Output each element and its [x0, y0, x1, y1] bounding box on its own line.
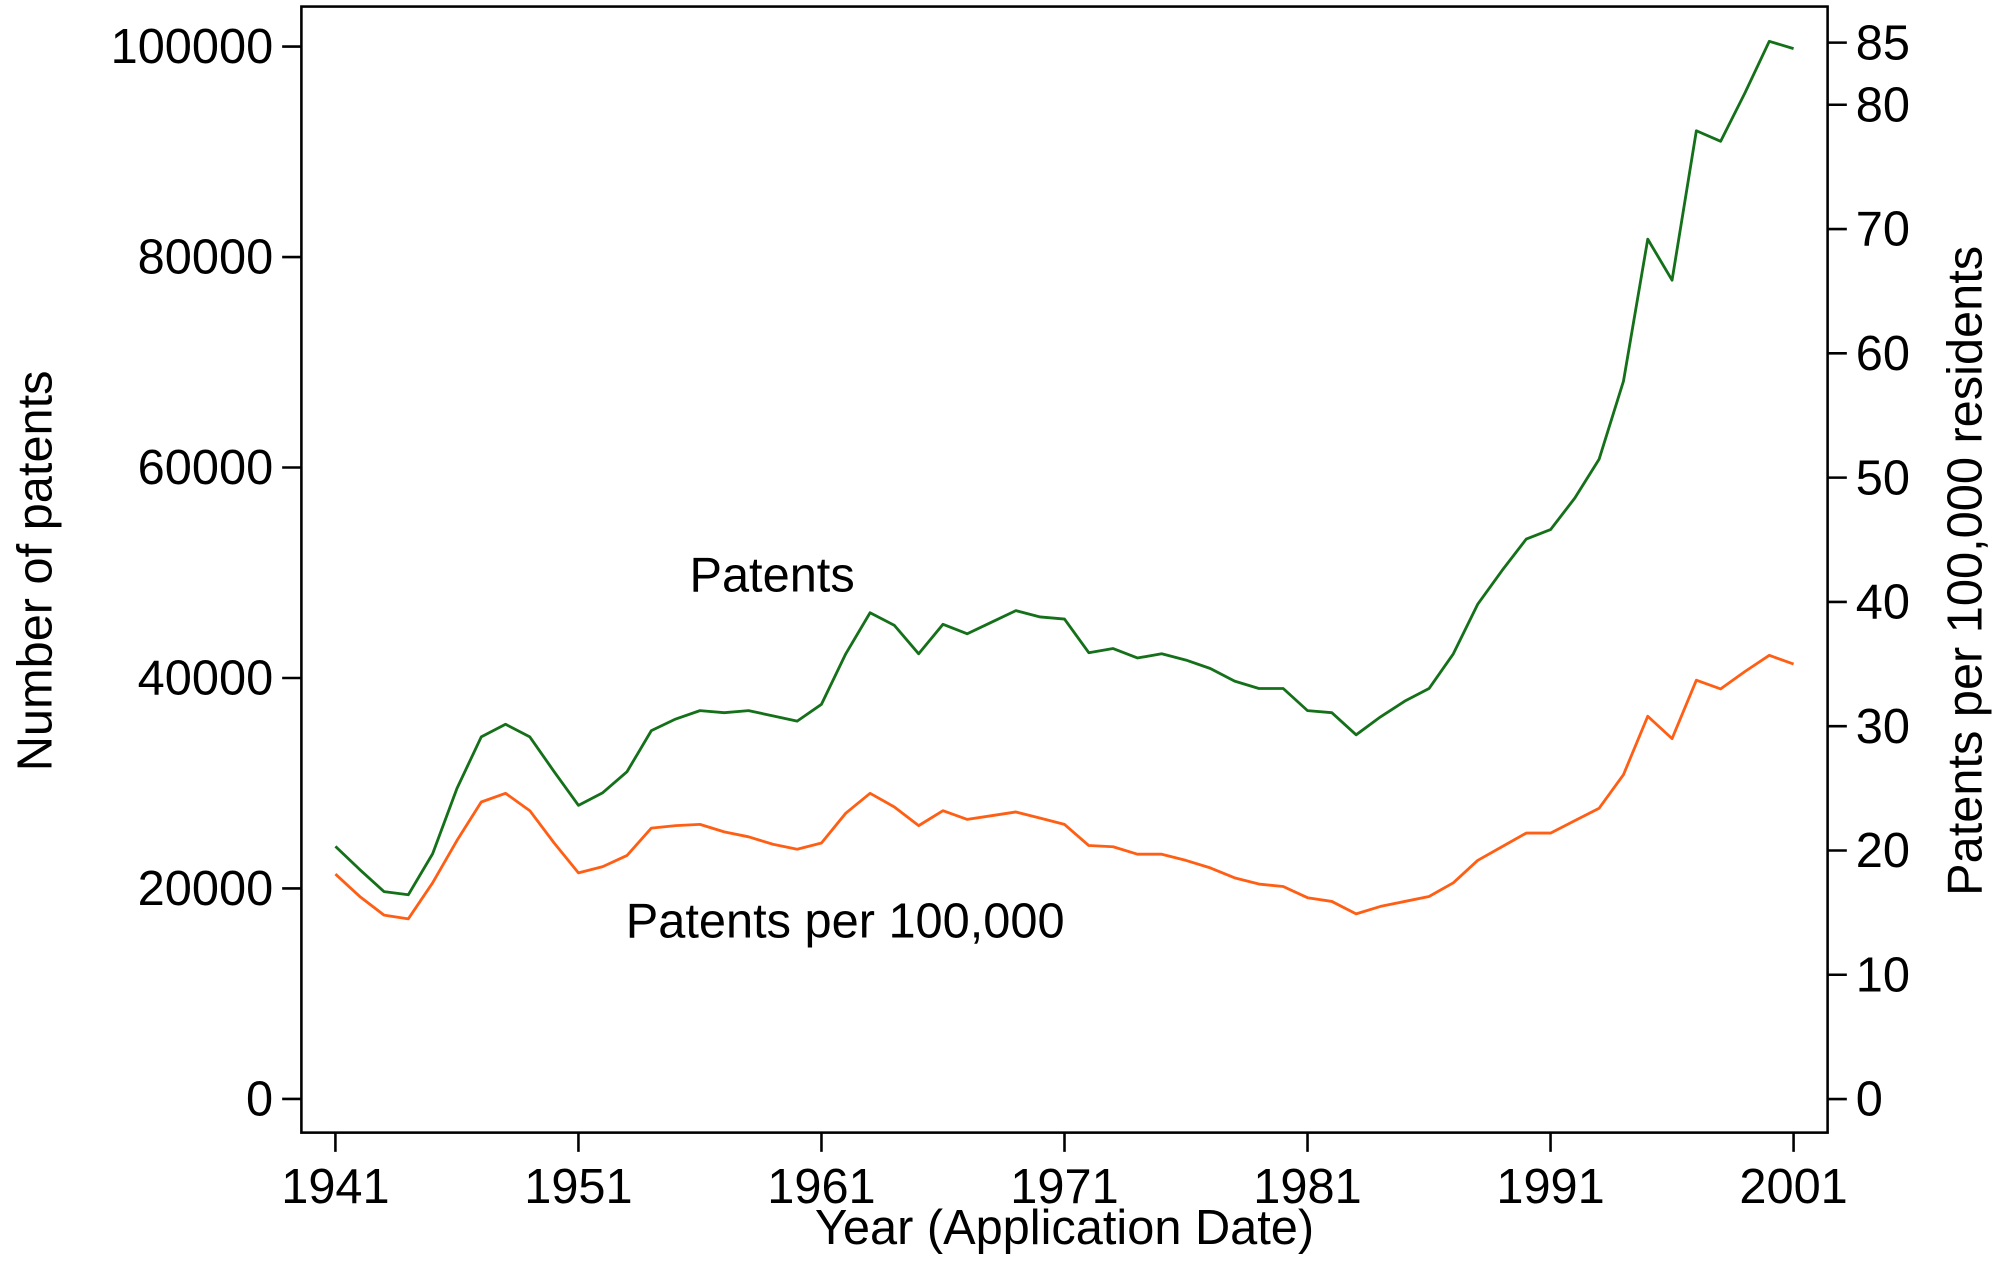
x-tick-label: 1991: [1496, 1160, 1604, 1214]
series-line: [334, 653, 1795, 921]
y2-tick-label: 60: [1856, 327, 1910, 381]
y2-tick-label: 40: [1856, 576, 1910, 630]
y2-tick-label: 30: [1856, 700, 1910, 754]
y2-tick-label: 0: [1856, 1073, 1883, 1127]
x-tick-label: 1941: [281, 1160, 389, 1214]
y-tick-label: 40000: [138, 652, 273, 706]
y2-tick-label: 70: [1856, 203, 1910, 257]
y-tick-label: 80000: [138, 231, 273, 285]
x-tick-label: 1981: [1253, 1160, 1361, 1214]
x-tick-label: 1951: [524, 1160, 632, 1214]
y-axis-label: Number of patents: [8, 370, 62, 771]
x-tick-label: 1961: [767, 1160, 875, 1214]
series-label: Patents per 100,000: [626, 895, 1065, 949]
series-label: Patents: [689, 548, 854, 602]
y2-tick-label: 80: [1856, 78, 1910, 132]
x-tick-label: 1971: [1010, 1160, 1118, 1214]
x-tick-label: 2001: [1739, 1160, 1847, 1214]
y-tick-label: 100000: [111, 20, 274, 74]
y2-tick-label: 20: [1856, 824, 1910, 878]
y2-tick-label: 10: [1856, 948, 1910, 1002]
plot-frame: [300, 5, 1829, 1134]
y-tick-label: 0: [246, 1073, 273, 1127]
x-axis-label: Year (Application Date): [815, 1201, 1314, 1255]
series-line: [334, 39, 1794, 897]
y2-tick-label: 50: [1856, 451, 1910, 505]
y-tick-label: 60000: [138, 441, 273, 495]
y2-axis-label: Patents per 100,000 residents: [1939, 246, 1993, 896]
y2-tick-label: 85: [1856, 16, 1910, 70]
y-tick-label: 20000: [138, 862, 273, 916]
